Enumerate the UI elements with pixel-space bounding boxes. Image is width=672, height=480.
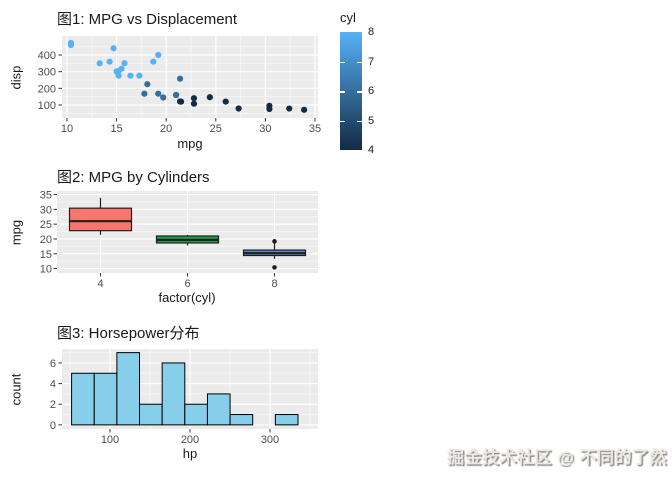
scatter-point xyxy=(155,51,162,59)
chart3-x-axis-title: hp xyxy=(182,446,198,461)
boxplot-mpg-cyl-y-tick-label: 10 xyxy=(40,264,52,276)
legend-tick-label: 7 xyxy=(368,55,375,68)
boxplot-mpg-cyl-x-tick-label: 8 xyxy=(271,278,277,290)
scatter-point xyxy=(67,41,75,49)
colorbar-tick xyxy=(340,91,345,93)
legend-tick-label: 4 xyxy=(368,144,375,156)
scatter-point xyxy=(190,95,198,102)
histogram-bar xyxy=(184,403,208,426)
scatter-point xyxy=(235,105,242,112)
chart1-x-axis-title: mpg xyxy=(177,136,203,151)
scatter-point xyxy=(110,45,117,52)
scatter-mpg-disp-x-tick-label: 35 xyxy=(309,123,321,135)
colorbar-tick xyxy=(357,61,362,63)
histogram-bar xyxy=(139,403,163,426)
boxplot-mpg-cyl-y-tick-label: 35 xyxy=(40,190,52,202)
scatter-mpg-disp-x-tick-label: 25 xyxy=(210,123,222,135)
histogram-bar xyxy=(93,372,118,426)
scatter-point xyxy=(106,58,113,65)
scatter-point xyxy=(121,60,128,67)
boxplot-mpg-cyl-x-tick-label: 4 xyxy=(97,278,103,290)
scatter-mpg-disp-x-tick-label: 10 xyxy=(61,123,73,135)
scatter-point xyxy=(96,60,103,67)
histogram-bar xyxy=(229,414,254,426)
scatter-point xyxy=(266,102,273,109)
boxplot-mpg-cyl-y-tick-label: 15 xyxy=(40,249,52,261)
histogram-hp-x-tick-label: 100 xyxy=(101,434,119,446)
histogram-hp-y-tick-label: 0 xyxy=(50,420,56,432)
chart1-y-axis-title: disp xyxy=(8,65,24,90)
watermark: 掘金技术社区 @ 不同的了然 xyxy=(446,448,667,467)
scatter-mpg-disp-x-tick-label: 15 xyxy=(110,123,122,135)
boxplot-mpg-cyl-y-tick-label: 30 xyxy=(40,204,52,216)
histogram-bar xyxy=(161,362,186,426)
scatter-point xyxy=(301,106,308,113)
histogram-hp-y-tick-label: 4 xyxy=(50,379,56,391)
scatter-point xyxy=(141,90,148,97)
colorbar-tick xyxy=(357,91,362,93)
scatter-point xyxy=(160,94,167,101)
chart1-title: 图1: MPG vs Displacement xyxy=(57,11,238,28)
histogram-hp-y-tick-label: 6 xyxy=(50,358,56,370)
legend-title: cyl xyxy=(340,10,356,25)
scatter-mpg-disp-y-tick-label: 300 xyxy=(38,67,56,79)
chart2-y-axis-title: mpg xyxy=(8,219,24,246)
scatter-point xyxy=(173,91,180,99)
box-outlier xyxy=(272,239,277,244)
histogram-bar xyxy=(206,393,231,426)
histogram-hp-y-tick-label: 2 xyxy=(50,399,56,411)
boxplot-mpg-cyl-x-tick-label: 6 xyxy=(184,278,190,290)
legend-tick-label: 5 xyxy=(368,114,375,127)
legend-colorbar xyxy=(340,32,362,150)
scatter-point xyxy=(155,90,162,97)
box-outlier xyxy=(272,265,277,270)
scatter-point xyxy=(176,75,184,82)
scatter-point xyxy=(144,81,151,88)
histogram-bar xyxy=(274,414,299,426)
scatter-mpg-disp-x-tick-label: 30 xyxy=(259,123,271,135)
scatter-point xyxy=(206,94,213,101)
colorbar-tick xyxy=(340,61,345,63)
chart2-title: 图2: MPG by Cylinders xyxy=(57,169,210,186)
histogram-hp-x-tick-label: 300 xyxy=(261,434,279,446)
box-body xyxy=(68,207,133,232)
scatter-point xyxy=(222,98,229,105)
histogram-hp-x-tick-label: 200 xyxy=(181,434,199,446)
scatter-mpg-disp-x-tick-label: 20 xyxy=(160,123,172,135)
chart3-y-axis-title: count xyxy=(8,373,24,406)
legend-cyl: cyl 4 5 6 7 8 xyxy=(340,10,390,160)
scatter-point xyxy=(127,72,134,79)
scatter-mpg-disp-y-tick-label: 200 xyxy=(38,83,56,95)
chart2-x-axis-title: factor(cyl) xyxy=(158,290,216,305)
boxplot-mpg-cyl-y-tick-label: 20 xyxy=(40,234,52,246)
histogram-bar xyxy=(71,372,95,426)
scatter-point xyxy=(176,98,184,105)
scatter-point xyxy=(136,72,143,79)
scatter-point xyxy=(150,58,157,65)
scatter-point xyxy=(286,105,293,112)
legend-tick-label: 6 xyxy=(368,85,375,97)
chart3-title: 图3: Horsepower分布 xyxy=(57,325,200,342)
boxplot-mpg-cyl-y-tick-label: 25 xyxy=(40,219,52,231)
legend-tick-label: 8 xyxy=(368,26,375,38)
scatter-point xyxy=(113,68,120,75)
scatter-mpg-disp-y-tick-label: 400 xyxy=(38,50,56,62)
scatter-point xyxy=(190,100,198,107)
scatter-mpg-disp-y-tick-label: 100 xyxy=(38,100,56,112)
scatter-mpg-disp-panel xyxy=(62,36,318,118)
colorbar-tick xyxy=(357,120,362,122)
colorbar-tick xyxy=(340,120,345,122)
histogram-bar xyxy=(116,352,141,426)
